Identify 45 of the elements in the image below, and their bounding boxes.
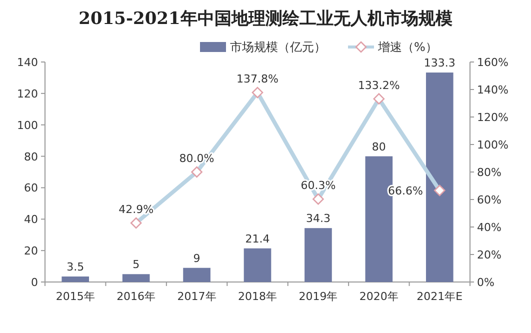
y2-tick-label: 100%	[477, 138, 508, 152]
x-tick-label: 2021年E	[416, 290, 463, 303]
data-label: 3.5	[66, 260, 84, 274]
y-tick-label: 100	[17, 118, 38, 132]
data-label: 9	[193, 252, 200, 265]
data-label: 42.9%	[118, 203, 154, 216]
data-label: 80.0%	[179, 152, 214, 165]
bar	[304, 228, 332, 282]
y2-tick-label: 20%	[477, 248, 502, 262]
data-label: 133.2%	[358, 78, 400, 92]
y2-tick-label: 80%	[477, 166, 502, 179]
y2-tick-label: 60%	[477, 194, 502, 206]
x-tick-label: 2017年	[177, 290, 216, 303]
x-tick-label: 2018年	[238, 290, 277, 303]
y-tick-label: 120	[17, 87, 38, 100]
y-tick-label: 140	[17, 56, 38, 69]
data-label: 80	[372, 140, 386, 154]
bar	[244, 248, 272, 282]
legend-label: 增速（%）	[377, 40, 438, 54]
x-tick-label: 2019年	[298, 290, 338, 303]
y2-tick-label: 140%	[477, 84, 508, 96]
data-label: 137.8%	[236, 72, 278, 86]
y-tick-label: 40	[24, 213, 38, 226]
x-tick-label: 2016年	[116, 290, 156, 303]
data-label: 60.3%	[300, 179, 336, 192]
data-label: 34.3	[306, 212, 330, 226]
bar	[183, 268, 210, 282]
y-tick-label: 20	[24, 244, 38, 258]
data-label: 133.3	[424, 56, 456, 70]
legend-label: 市场规模（亿元）	[230, 40, 326, 54]
bar	[426, 72, 454, 282]
y-tick-label: 0	[31, 276, 38, 289]
y2-tick-label: 0%	[477, 276, 494, 289]
y2-tick-label: 40%	[477, 221, 502, 234]
y2-tick-label: 160%	[477, 56, 508, 69]
data-label: 21.4	[245, 232, 270, 246]
y2-tick-label: 120%	[477, 111, 508, 124]
chart-title: 2015-2021年中国地理测绘工业无人机市场规模	[78, 9, 452, 29]
x-tick-label: 2020年	[359, 290, 398, 303]
y-tick-label: 80	[24, 150, 38, 164]
bar	[122, 274, 150, 282]
y-tick-label: 60	[24, 182, 38, 195]
bar	[62, 276, 90, 282]
data-label: 5	[132, 258, 140, 272]
x-tick-label: 2015年	[56, 290, 95, 303]
